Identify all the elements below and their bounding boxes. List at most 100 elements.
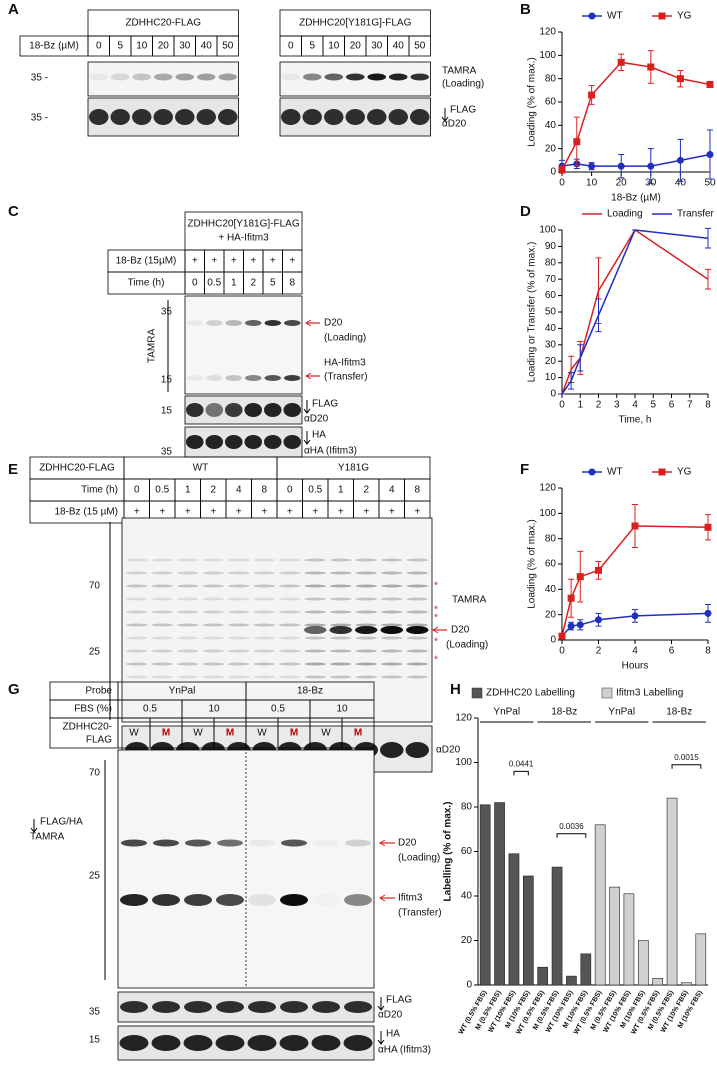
series-line <box>561 228 709 395</box>
label: 4 <box>389 485 395 496</box>
label: ZDHHC20-FLAG <box>39 463 115 474</box>
band <box>151 597 173 601</box>
band <box>228 662 250 666</box>
label: FLAG <box>450 105 476 116</box>
band <box>151 571 173 575</box>
label: 1 <box>185 485 191 496</box>
band <box>244 403 262 417</box>
band <box>406 662 428 666</box>
band <box>177 584 199 588</box>
band <box>177 649 199 653</box>
band <box>303 73 322 81</box>
error-bar <box>568 372 575 390</box>
label: Y181G <box>338 463 369 474</box>
label: 35 <box>161 307 173 318</box>
band <box>217 839 243 847</box>
band <box>280 894 308 906</box>
significance-bracket <box>671 764 702 769</box>
band <box>279 662 301 666</box>
band <box>153 839 179 847</box>
y-tick-label: 100 <box>539 225 556 236</box>
band <box>264 403 282 417</box>
band <box>355 558 377 562</box>
band <box>330 662 352 666</box>
arrow <box>432 626 439 634</box>
legend-label: WT <box>607 467 623 478</box>
label: 0 <box>287 485 293 496</box>
y-tick-label: 10 <box>545 372 557 383</box>
band <box>186 403 204 417</box>
label: (Loading) <box>324 333 366 344</box>
label: αHA (Ifitm3) <box>378 1045 431 1056</box>
band <box>330 571 352 575</box>
label: 0 <box>288 41 294 52</box>
label: 18-Bz <box>297 686 323 697</box>
label: 30 <box>179 41 191 52</box>
bar <box>479 804 491 986</box>
band <box>381 623 403 627</box>
series-line <box>561 153 711 167</box>
band <box>283 403 301 417</box>
arrow <box>379 839 386 847</box>
band <box>381 597 403 601</box>
y-axis-label: Loading (% of max.) <box>527 519 538 609</box>
label: M <box>354 728 362 739</box>
band <box>279 623 301 627</box>
band <box>380 742 404 758</box>
band <box>119 1035 149 1051</box>
point <box>631 612 639 620</box>
band <box>355 662 377 666</box>
label: (Transfer) <box>398 908 442 919</box>
blot <box>121 517 433 723</box>
label: M <box>290 728 298 739</box>
band <box>177 610 199 614</box>
label: 70 <box>89 581 101 592</box>
side-label: TAMRA <box>147 329 158 364</box>
band <box>279 584 301 588</box>
band <box>343 1035 373 1051</box>
group-label: YnPal <box>608 707 635 718</box>
x-axis-label: Time, h <box>619 415 652 426</box>
label: FBS (%) <box>74 704 112 715</box>
label: W <box>321 728 331 739</box>
arrow <box>303 439 311 445</box>
band <box>313 840 339 847</box>
band <box>202 636 224 640</box>
band <box>126 675 148 679</box>
band <box>279 558 301 562</box>
x-tick-label: 7 <box>687 400 693 411</box>
band <box>284 375 301 381</box>
y-tick-label: 20 <box>545 609 557 620</box>
band <box>253 610 275 614</box>
label: D20 <box>324 318 343 329</box>
band <box>304 626 327 634</box>
label: HA <box>386 1029 400 1040</box>
band <box>312 894 340 906</box>
error-bar <box>705 227 711 249</box>
label: W <box>129 728 139 739</box>
significance-bracket <box>513 770 529 776</box>
band <box>283 435 301 449</box>
point <box>676 75 684 83</box>
x-tick-label: 20 <box>616 178 628 189</box>
label: 50 <box>222 41 234 52</box>
y-axis-label: Labelling (% of max.) <box>443 801 454 901</box>
band <box>228 623 250 627</box>
label: 4 <box>236 485 242 496</box>
point <box>588 91 596 99</box>
label: 18-Bz (15 µM) <box>54 507 118 518</box>
group-label: YnPal <box>493 707 520 718</box>
x-tick-label: 0 <box>559 400 565 411</box>
band <box>355 610 377 614</box>
bar <box>652 978 664 986</box>
band <box>381 610 403 614</box>
label: 0 <box>192 278 198 289</box>
label: 2 <box>363 485 369 496</box>
band <box>151 675 173 679</box>
band <box>406 597 428 601</box>
bar <box>566 975 577 986</box>
band <box>245 320 262 326</box>
band <box>177 597 199 601</box>
band <box>177 675 199 679</box>
cell <box>408 35 431 57</box>
